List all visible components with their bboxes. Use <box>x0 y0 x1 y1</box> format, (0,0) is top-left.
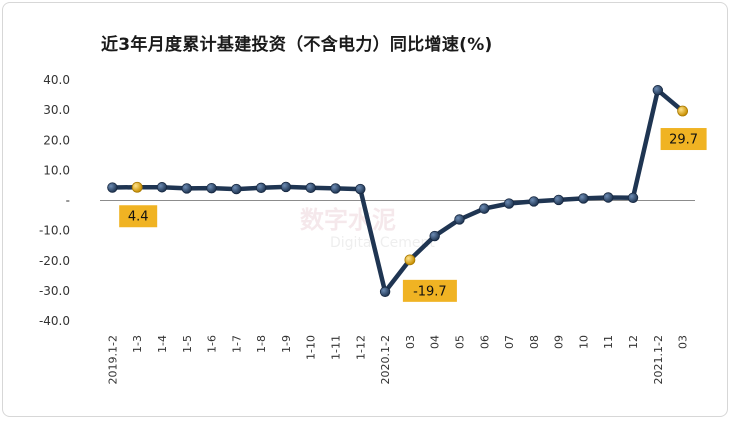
y-tick-label: 20.0 <box>43 133 70 147</box>
highlight-point <box>677 105 689 117</box>
annotation-label: 29.7 <box>669 133 698 148</box>
data-point <box>627 192 639 203</box>
data-point <box>355 183 366 195</box>
y-tick-label: 30.0 <box>43 103 70 117</box>
x-tick-label: 2020.1-2 <box>379 335 392 384</box>
x-tick-label: 1-10 <box>305 335 318 360</box>
data-point <box>652 85 664 96</box>
x-tick-label: 1-8 <box>255 335 268 353</box>
data-point <box>379 286 391 297</box>
x-tick-label: 11 <box>602 335 615 349</box>
y-tick-label: -20.0 <box>39 254 70 268</box>
x-tick-label: 06 <box>478 335 491 349</box>
y-tick-label: - <box>66 194 70 208</box>
annotation-box <box>402 279 457 302</box>
data-point <box>603 192 614 203</box>
data-point <box>107 182 118 193</box>
highlight-point <box>404 254 416 266</box>
x-tick-label: 1-3 <box>131 335 144 353</box>
y-tick-label: 10.0 <box>43 163 70 177</box>
x-tick-label: 1-11 <box>330 335 343 360</box>
x-tick-label: 1-5 <box>181 335 194 353</box>
data-point <box>181 183 192 194</box>
x-tick-label: 05 <box>453 335 466 349</box>
data-point <box>528 196 540 207</box>
x-tick-label: 08 <box>528 335 541 349</box>
data-point <box>255 182 267 194</box>
data-point <box>156 182 168 193</box>
x-tick-label: 03 <box>677 335 690 349</box>
data-point <box>330 183 341 194</box>
x-tick-label: 2021.1-2 <box>652 335 665 384</box>
data-point <box>305 182 316 194</box>
series-line <box>110 87 685 295</box>
y-tick-label: -10.0 <box>39 224 70 238</box>
data-point <box>553 194 564 206</box>
highlight-point <box>131 181 143 193</box>
data-point <box>429 230 440 242</box>
x-tick-label: 10 <box>577 335 590 349</box>
x-tick-label: 1-7 <box>230 335 243 353</box>
data-point <box>206 182 217 194</box>
data-point <box>503 198 515 209</box>
annotation-label: -19.7 <box>413 284 447 299</box>
data-point <box>578 193 589 204</box>
x-tick-label: 04 <box>429 335 442 349</box>
x-tick-label: 1-9 <box>280 335 293 353</box>
x-tick-label: 03 <box>404 335 417 349</box>
data-point <box>454 214 465 225</box>
data-point <box>479 203 490 214</box>
data-point <box>231 183 242 195</box>
x-tick-label: 1-12 <box>354 335 367 360</box>
x-tick-label: 1-4 <box>156 335 169 353</box>
annotation-box <box>119 205 158 228</box>
x-tick-label: 09 <box>553 335 566 349</box>
annotation-label: 4.4 <box>128 210 149 225</box>
x-tick-label: 2019.1-2 <box>106 335 119 384</box>
annotation-box <box>660 128 707 151</box>
chart-title: 近3年月度累计基建投资（不含电力）同比增速(%) <box>101 35 493 55</box>
y-tick-label: 40.0 <box>43 73 70 87</box>
x-tick-label: 1-6 <box>206 335 219 353</box>
x-tick-label: 12 <box>627 335 640 349</box>
y-tick-label: -30.0 <box>39 284 70 298</box>
data-point <box>280 181 292 193</box>
y-tick-label: -40.0 <box>39 314 70 328</box>
x-tick-label: 07 <box>503 335 516 349</box>
